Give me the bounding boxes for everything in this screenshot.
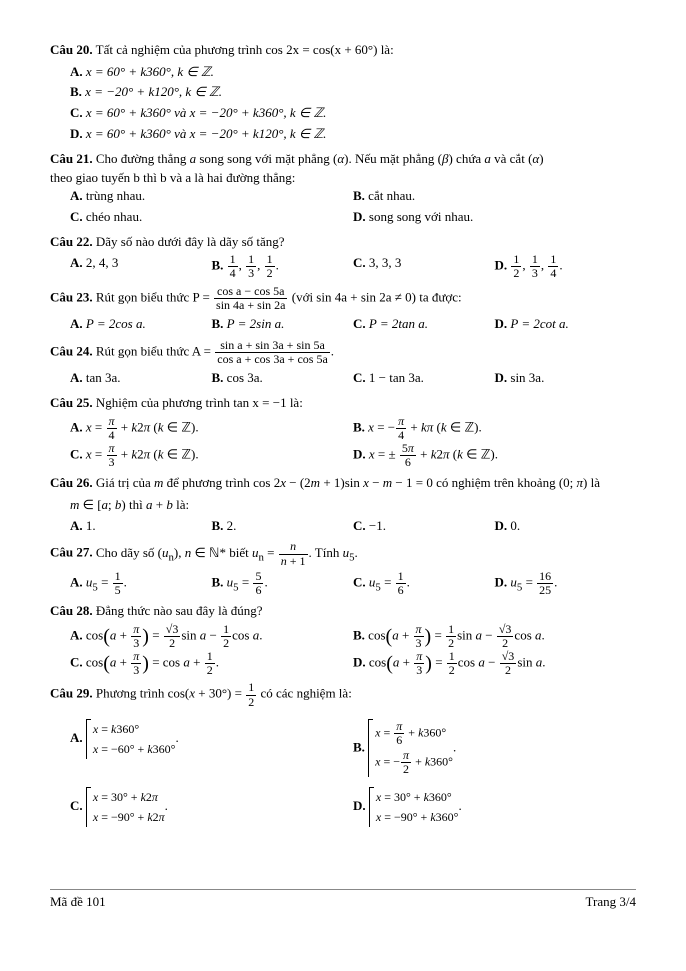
q22-header: Câu 22. Dãy số nào dưới đây là dãy số tă… — [50, 232, 636, 252]
q22-num: Câu 22. — [50, 234, 93, 249]
q27-ans-b: B. u5 = 56. — [212, 570, 354, 597]
q21-ans-a: A. trùng nhau. — [70, 186, 353, 207]
q29-ans-b: B. x = π6 + k360°x = −π2 + k360°. — [353, 717, 636, 780]
q27-fraction: nn + 1 — [279, 540, 308, 567]
q28-ans-b: B. cos(a + π3) = 12sin a − √32cos a. — [353, 623, 636, 650]
q22-ans-c: C. 3, 3, 3 — [353, 253, 495, 280]
q23-ans-a: A. P = 2cos a. — [70, 314, 212, 335]
q24-text-pre: Rút gọn biểu thức A = — [93, 344, 215, 359]
q28-text: Đẳng thức nào sau đây là đúng? — [93, 603, 263, 618]
q28-header: Câu 28. Đẳng thức nào sau đây là đúng? — [50, 601, 636, 621]
q26-ans-b: B. 2. — [212, 516, 354, 537]
question-20: Câu 20. Tất cả nghiệm của phương trình c… — [50, 40, 636, 145]
q26-text2: m ∈ [a; b) thì a + b là: — [70, 495, 636, 516]
q21-ans-c: C. chéo nhau. — [70, 207, 353, 228]
q24-fraction: sin a + sin 3a + sin 5acos a + cos 3a + … — [215, 339, 330, 366]
q26-header: Câu 26. Giá trị của m để phương trình co… — [50, 473, 636, 493]
q29-ans-d: D. x = 30° + k360°x = −90° + k360°. — [353, 785, 636, 829]
q25-text: Nghiệm của phương trình tan x = −1 là: — [93, 395, 303, 410]
q26-ans-c: C. −1. — [353, 516, 495, 537]
q20-header: Câu 20. Tất cả nghiệm của phương trình c… — [50, 40, 636, 60]
q29-fraction: 12 — [246, 681, 256, 708]
q23-header: Câu 23. Rút gọn biểu thức P = cos a − co… — [50, 285, 636, 312]
q24-ans-d: D. sin 3a. — [495, 368, 637, 389]
q22-text: Dãy số nào dưới đây là dãy số tăng? — [93, 234, 285, 249]
q27-header: Câu 27. Cho dãy số (un), n ∈ ℕ* biết un … — [50, 540, 636, 567]
q24-header: Câu 24. Rút gọn biểu thức A = sin a + si… — [50, 339, 636, 366]
q29-ans-c: C. x = 30° + k2πx = −90° + k2π. — [70, 785, 353, 829]
q23-num: Câu 23. — [50, 289, 93, 304]
q25-ans-b: B. x = −π4 + kπ (k ∈ ℤ). — [353, 415, 636, 442]
q24-ans-a: A. tan 3a. — [70, 368, 212, 389]
q27-text-post: . Tính u5. — [309, 545, 358, 560]
q22-ans-d: D. 12, 13, 14. — [495, 253, 637, 280]
question-29: Câu 29. Phương trình cos(x + 30°) = 12 c… — [50, 681, 636, 829]
q20-ans-b: B. x = −20° + k120°, k ∈ ℤ. — [70, 82, 636, 103]
q28-num: Câu 28. — [50, 603, 93, 618]
q26-text1: Giá trị của m để phương trình cos 2x − (… — [93, 475, 600, 490]
q28-ans-d: D. cos(a + π3) = 12cos a − √32sin a. — [353, 650, 636, 677]
q21-ans-b: B. cắt nhau. — [353, 186, 636, 207]
q27-ans-d: D. u5 = 1625. — [495, 570, 637, 597]
q23-ans-b: B. P = 2sin a. — [212, 314, 354, 335]
q29-text-pre: Phương trình cos(x + 30°) = — [93, 686, 246, 701]
q21-ans-d: D. song song với nhau. — [353, 207, 636, 228]
q29-num: Câu 29. — [50, 686, 93, 701]
q28-ans-a: A. cos(a + π3) = √32sin a − 12cos a. — [70, 623, 353, 650]
page-footer: Mã đề 101 Trang 3/4 — [50, 889, 636, 910]
q21-header: Câu 21. Cho đường thẳng a song song với … — [50, 149, 636, 169]
q26-num: Câu 26. — [50, 475, 93, 490]
q24-ans-c: C. 1 − tan 3a. — [353, 368, 495, 389]
q29-header: Câu 29. Phương trình cos(x + 30°) = 12 c… — [50, 681, 636, 708]
q26-ans-a: A. 1. — [70, 516, 212, 537]
q27-ans-a: A. u5 = 15. — [70, 570, 212, 597]
q28-ans-c: C. cos(a + π3) = cos a + 12. — [70, 650, 353, 677]
q22-ans-b: B. 14, 13, 12. — [212, 253, 354, 280]
q25-ans-a: A. x = π4 + k2π (k ∈ ℤ). — [70, 415, 353, 442]
q24-num: Câu 24. — [50, 344, 93, 359]
q25-ans-d: D. x = ± 5π6 + k2π (k ∈ ℤ). — [353, 442, 636, 469]
question-21: Câu 21. Cho đường thẳng a song song với … — [50, 149, 636, 228]
question-26: Câu 26. Giá trị của m để phương trình co… — [50, 473, 636, 536]
q20-text: Tất cả nghiệm của phương trình cos 2x = … — [93, 42, 394, 57]
question-25: Câu 25. Nghiệm của phương trình tan x = … — [50, 393, 636, 469]
q20-ans-c: C. x = 60° + k360° và x = −20° + k360°, … — [70, 103, 636, 124]
question-27: Câu 27. Cho dãy số (un), n ∈ ℕ* biết un … — [50, 540, 636, 597]
q27-ans-c: C. u5 = 16. — [353, 570, 495, 597]
question-28: Câu 28. Đẳng thức nào sau đây là đúng? A… — [50, 601, 636, 677]
question-22: Câu 22. Dãy số nào dưới đây là dãy số tă… — [50, 232, 636, 281]
q20-num: Câu 20. — [50, 42, 93, 57]
q27-num: Câu 27. — [50, 545, 93, 560]
question-23: Câu 23. Rút gọn biểu thức P = cos a − co… — [50, 285, 636, 335]
q23-text-pre: Rút gọn biểu thức P = — [93, 289, 213, 304]
q21-text2: theo giao tuyến b thì b và a là hai đườn… — [50, 170, 636, 186]
footer-right: Trang 3/4 — [586, 894, 636, 910]
q23-ans-d: D. P = 2cot a. — [495, 314, 637, 335]
q23-fraction: cos a − cos 5asin 4a + sin 2a — [214, 285, 287, 312]
q25-num: Câu 25. — [50, 395, 93, 410]
q23-text-post: (với sin 4a + sin 2a ≠ 0) ta được: — [288, 289, 461, 304]
q25-header: Câu 25. Nghiệm của phương trình tan x = … — [50, 393, 636, 413]
q20-ans-d: D. x = 60° + k360° và x = −20° + k120°, … — [70, 124, 636, 145]
q24-ans-b: B. cos 3a. — [212, 368, 354, 389]
q25-ans-c: C. x = π3 + k2π (k ∈ ℤ). — [70, 442, 353, 469]
footer-left: Mã đề 101 — [50, 894, 106, 910]
q21-num: Câu 21. — [50, 151, 93, 166]
q27-text-pre: Cho dãy số (un), n ∈ ℕ* biết un = — [93, 545, 278, 560]
q21-text1: Cho đường thẳng a song song với mặt phẳn… — [93, 151, 544, 166]
question-24: Câu 24. Rút gọn biểu thức A = sin a + si… — [50, 339, 636, 389]
q22-ans-a: A. 2, 4, 3 — [70, 253, 212, 280]
q29-ans-a: A. x = k360°x = −60° + k360°. — [70, 717, 353, 780]
q26-ans-d: D. 0. — [495, 516, 637, 537]
q20-ans-a: A. x = 60° + k360°, k ∈ ℤ. — [70, 62, 636, 83]
q29-text-post: có các nghiệm là: — [257, 686, 352, 701]
q23-ans-c: C. P = 2tan a. — [353, 314, 495, 335]
